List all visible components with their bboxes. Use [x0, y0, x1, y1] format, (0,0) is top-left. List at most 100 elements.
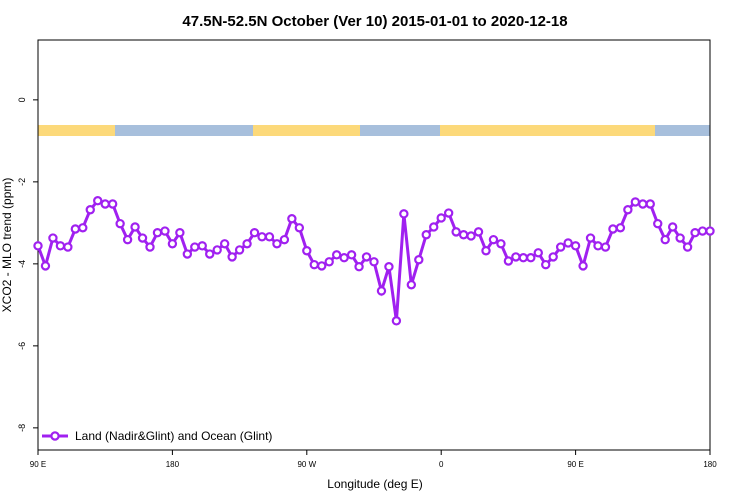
data-point: [690, 227, 700, 238]
data-point: [421, 230, 431, 240]
data-point: [227, 252, 237, 262]
data-point: [548, 252, 558, 262]
data-point: [354, 262, 364, 272]
data-point: [399, 209, 409, 219]
data-point: [615, 223, 626, 233]
data-point: [384, 262, 394, 272]
data-point: [55, 241, 66, 251]
data-point: [219, 239, 230, 249]
data-point: [264, 232, 275, 242]
data-point: [600, 242, 611, 252]
data-point: [503, 256, 514, 266]
data-point: [443, 208, 454, 218]
x-tick-label: 90 E: [30, 460, 46, 469]
data-point: [197, 241, 207, 251]
x-tick-label: 180: [166, 460, 180, 469]
data-point: [48, 233, 58, 243]
y-tick-label: -2: [17, 178, 27, 186]
data-point: [675, 233, 685, 243]
data-point: [317, 261, 327, 271]
data-point: [145, 242, 155, 252]
chart-title: 47.5N-52.5N October (Ver 10) 2015-01-01 …: [182, 13, 567, 30]
data-point: [152, 227, 163, 238]
data-point: [167, 239, 178, 249]
data-point: [518, 253, 529, 263]
x-tick-label: 90 W: [297, 460, 316, 469]
data-point: [682, 242, 693, 252]
data-point: [593, 241, 603, 251]
data-point: [302, 246, 312, 256]
data-point: [190, 242, 200, 252]
data-point: [287, 214, 297, 224]
data-point: [473, 227, 484, 237]
data-point: [205, 249, 215, 259]
data-point: [309, 259, 319, 270]
x-tick-label: 90 E: [567, 460, 583, 469]
data-point: [130, 222, 140, 232]
data-point: [339, 253, 349, 263]
x-tick-label: 0: [439, 460, 444, 469]
data-point: [324, 257, 334, 267]
data-point: [369, 257, 379, 267]
data-point: [107, 199, 118, 209]
data-point: [272, 239, 282, 249]
data-point: [40, 261, 51, 271]
data-point: [526, 253, 536, 263]
data-point: [78, 223, 88, 233]
data-point: [563, 238, 573, 248]
x-tick-label: 180: [703, 460, 717, 469]
y-tick-label: -4: [17, 260, 27, 268]
data-point: [585, 233, 596, 243]
data-point: [608, 224, 618, 234]
data-point: [249, 227, 260, 238]
data-point: [391, 316, 402, 326]
data-point: [414, 255, 424, 265]
data-point: [406, 280, 417, 290]
data-point: [697, 226, 708, 236]
data-point: [93, 196, 103, 206]
x-axis-label: Longitude (deg E): [327, 477, 422, 491]
data-point: [451, 227, 461, 237]
data-point: [33, 241, 43, 251]
data-point: [100, 199, 110, 209]
data-point: [242, 239, 252, 249]
data-point: [653, 218, 663, 229]
data-point: [555, 242, 566, 252]
data-point: [541, 259, 551, 270]
land-ocean-strip: [38, 125, 710, 136]
y-tick-label: -6: [17, 342, 27, 350]
data-point: [70, 224, 81, 234]
data-point: [346, 250, 357, 260]
data-point: [63, 242, 73, 252]
data-point: [85, 205, 95, 215]
data-point: [458, 230, 469, 240]
data-point: [660, 234, 670, 245]
data-point: [638, 199, 648, 209]
data-point: [294, 223, 305, 233]
data-point: [511, 252, 521, 262]
y-axis-label: XCO2 - MLO trend (ppm): [0, 178, 14, 313]
legend-marker: [50, 431, 60, 441]
legend-label: Land (Nadir&Glint) and Ocean (Glint): [75, 429, 272, 443]
data-point: [488, 234, 499, 245]
data-point: [630, 197, 641, 207]
y-tick-label: -8: [17, 424, 27, 432]
data-point: [331, 250, 342, 260]
data-point: [376, 286, 387, 296]
data-point: [160, 226, 170, 236]
y-tick-label: 0: [17, 97, 27, 102]
data-point: [578, 261, 588, 271]
data-point: [623, 205, 633, 215]
data-point: [436, 213, 446, 223]
data-point: [212, 245, 222, 255]
data-point: [645, 199, 655, 209]
data-point: [361, 252, 372, 262]
data-point: [570, 241, 581, 251]
data-point: [429, 222, 439, 232]
data-point: [234, 245, 245, 255]
data-point: [175, 227, 185, 238]
data-point: [137, 233, 148, 243]
data-point: [533, 248, 543, 258]
data-point: [122, 234, 133, 245]
